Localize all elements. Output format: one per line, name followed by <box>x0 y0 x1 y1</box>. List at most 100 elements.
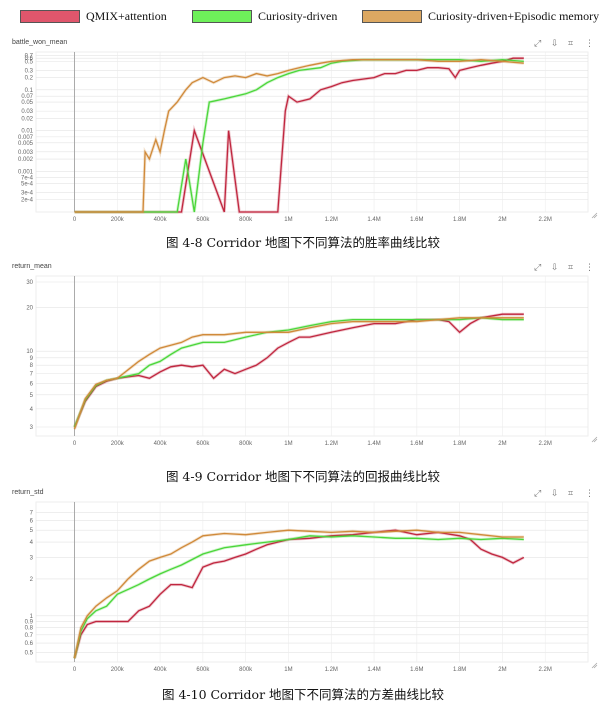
series-halo-0 <box>73 528 525 659</box>
x-tick-label: 1.8M <box>453 217 466 223</box>
return-std-plot: return_std ⤢ ⇩ ⌗ ⋮ 7 6 5 4 3 2 10.90.80.7 0.6 0.5 0 200… <box>12 489 598 673</box>
y-tick-label: 7e-4 <box>21 176 34 182</box>
y-tick-label: 8 <box>30 363 34 369</box>
y-tick-label: 9 <box>30 356 34 362</box>
x-tick-label: 2M <box>498 667 506 673</box>
chart-title: battle_won_mean <box>12 39 67 46</box>
y-tick-label: 2 <box>30 577 34 583</box>
series-line-2 <box>74 59 524 213</box>
x-tick-label: 1.2M <box>325 667 338 673</box>
x-tick-label: 800k <box>239 667 253 673</box>
y-tick-label: 0.001 <box>18 169 34 175</box>
pin-icon[interactable]: ⇩ <box>551 39 559 49</box>
y-tick-label: 7 <box>30 510 34 516</box>
chart-title: return_std <box>12 489 44 496</box>
expand-icon[interactable]: ⤢ <box>533 39 541 49</box>
y-tick-label: 0.07 <box>21 94 33 100</box>
y-tick-label: 5 <box>30 393 34 399</box>
x-tick-label: 2.2M <box>539 441 552 447</box>
y-tick-label: 10 <box>26 349 33 355</box>
legend-label-curiosity-driven: Curiosity-driven <box>258 8 338 23</box>
y-tick-label: 0.01 <box>21 129 33 135</box>
x-tick-label: 600k <box>196 441 210 447</box>
x-tick-label: 1.4M <box>367 667 380 673</box>
y-tick-label: 0.8 <box>25 626 34 632</box>
y-tick-label: 30 <box>26 280 33 286</box>
y-tick-label: 0.6 <box>25 641 34 647</box>
y-tick-label: 0.1 <box>25 88 34 94</box>
more-icon[interactable]: ⋮ <box>585 39 594 49</box>
series-line-1 <box>74 59 524 213</box>
legend-label-qmix-attention: QMIX+attention <box>86 8 167 23</box>
crop-icon[interactable]: ⌗ <box>568 263 573 273</box>
series-halo-2 <box>73 528 524 659</box>
x-tick-label: 2.2M <box>539 217 552 223</box>
legend-item-qmix-attention: QMIX+attention <box>20 8 167 24</box>
y-tick-label: 5 <box>30 528 34 534</box>
x-tick-label: 0 <box>73 667 77 673</box>
legend-item-curiosity-driven: Curiosity-driven <box>192 8 337 24</box>
x-tick-label: 400k <box>154 667 168 673</box>
return-std-chart: return_std ⤢ ⇩ ⌗ ⋮ 7 6 5 4 3 2 1 0.9 0.8 0.7 0.6 0.5 0 200… <box>8 486 598 676</box>
expand-icon[interactable]: ⤢ <box>533 489 541 499</box>
y-tick-label: 4 <box>30 407 34 413</box>
x-tick-label: 200k <box>111 441 125 447</box>
legend-swatch-qmix-attention <box>20 9 80 23</box>
x-tick-label: 0 <box>73 441 77 447</box>
y-tick-label: 0.005 <box>18 141 34 147</box>
chart-legend: QMIX+attention Curiosity-driven Curiosit… <box>0 0 606 34</box>
x-tick-label: 0 <box>73 217 77 223</box>
y-tick-label: 0.05 <box>21 100 33 106</box>
expand-icon[interactable]: ⤢ <box>533 263 541 273</box>
resize-handle-icon[interactable] <box>591 212 598 219</box>
x-tick-label: 1M <box>284 217 292 223</box>
y-tick-label: 0.5 <box>25 59 34 65</box>
y-tick-label: 4 <box>30 540 34 546</box>
y-tick-label: 0.5 <box>25 651 34 657</box>
series-line-2 <box>73 529 524 659</box>
x-tick-label: 200k <box>111 667 125 673</box>
y-tick-label: 1 <box>30 614 34 620</box>
pin-icon[interactable]: ⇩ <box>551 489 559 499</box>
x-tick-label: 1.8M <box>453 441 466 447</box>
y-tick-label: 0.02 <box>21 116 33 122</box>
resize-handle-icon[interactable] <box>591 436 598 443</box>
x-tick-label: 800k <box>239 441 253 447</box>
legend-swatch-curiosity-driven <box>192 9 252 23</box>
x-tick-label: 1.6M <box>410 441 423 447</box>
crop-icon[interactable]: ⌗ <box>568 39 573 49</box>
x-tick-label: 1M <box>284 441 292 447</box>
resize-handle-icon[interactable] <box>591 662 598 669</box>
plot-frame <box>35 501 589 663</box>
more-icon[interactable]: ⋮ <box>585 489 594 499</box>
y-tick-label: 20 <box>26 306 33 312</box>
return-mean-chart: return_mean ⤢ ⇩ ⌗ ⋮ 30 20 10 9 8 7 6 5 4 3 0 200k 400k 600… <box>8 260 598 450</box>
legend-item-curiosity-episodic: Curiosity-driven+Episodic memory <box>362 8 599 24</box>
x-tick-label: 400k <box>154 217 168 223</box>
x-tick-label: 600k <box>196 667 210 673</box>
figure-4-10-caption: 图 4-10 Corridor 地图下不同算法的方差曲线比较 <box>161 687 445 702</box>
x-tick-label: 1.2M <box>325 441 338 447</box>
x-tick-label: 2.2M <box>539 667 552 673</box>
figure-4-8-caption: 图 4-8 Corridor 地图下不同算法的胜率曲线比较 <box>165 235 441 250</box>
y-tick-label: 3 <box>30 555 34 561</box>
battle-won-mean-chart: battle_won_mean ⤢ ⇩ ⌗ ⋮ 0.7 0.6 0.5 0.3 0.2 0.1 0.0… <box>8 36 598 226</box>
series-halo-0 <box>74 56 524 214</box>
y-tick-label: 0.2 <box>25 76 34 82</box>
series-line-0 <box>73 529 525 659</box>
pin-icon[interactable]: ⇩ <box>551 263 559 273</box>
y-tick-label: 5e-4 <box>21 182 34 188</box>
y-tick-label: 0.9 <box>25 619 34 625</box>
crop-icon[interactable]: ⌗ <box>568 489 573 499</box>
more-icon[interactable]: ⋮ <box>585 263 594 273</box>
y-tick-label: 0.007 <box>18 135 34 141</box>
x-tick-label: 1.6M <box>410 667 423 673</box>
x-tick-label: 1.8M <box>453 667 466 673</box>
x-tick-label: 600k <box>196 217 210 223</box>
x-tick-label: 200k <box>111 217 125 223</box>
x-tick-label: 1.4M <box>367 217 380 223</box>
x-tick-label: 1M <box>284 667 292 673</box>
x-tick-label: 2M <box>498 441 506 447</box>
figure-4-9-caption: 图 4-9 Corridor 地图下不同算法的回报曲线比较 <box>165 469 441 484</box>
series-halo-1 <box>73 316 524 428</box>
